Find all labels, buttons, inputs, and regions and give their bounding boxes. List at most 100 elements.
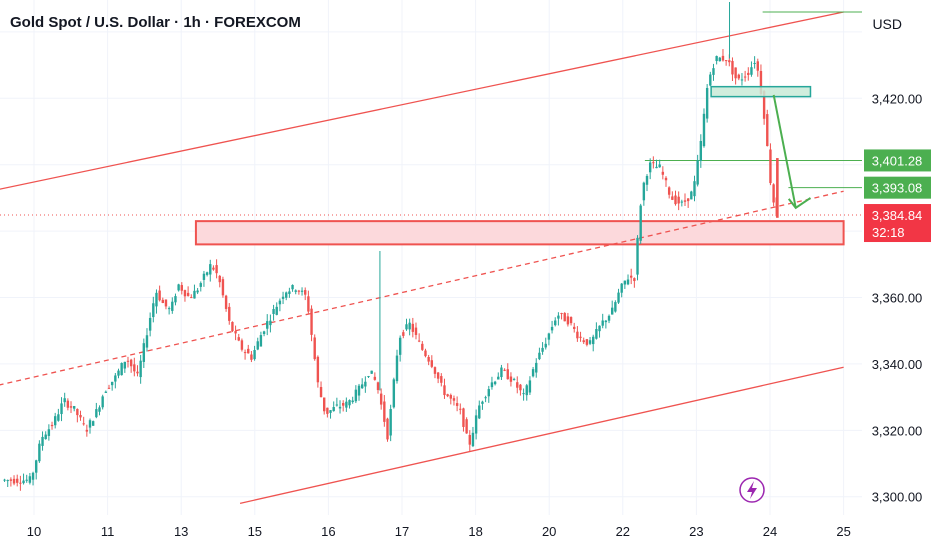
candle-body (281, 296, 285, 299)
candle-body (120, 362, 123, 376)
candle-body (373, 376, 377, 380)
candle-body (186, 292, 190, 296)
x-tick-label: 22 (616, 524, 630, 539)
y-tick-label: 3,420.00 (872, 91, 923, 106)
candle-body (133, 364, 136, 372)
candle-body (275, 306, 278, 315)
candle-body (367, 376, 370, 378)
candle-body (462, 408, 465, 427)
candle-body (674, 195, 677, 205)
candle-body (705, 87, 709, 119)
candle-body (6, 480, 9, 482)
candle-body (288, 291, 291, 294)
candle-body (563, 313, 566, 322)
candle-body (427, 356, 430, 362)
candle-body (750, 67, 753, 75)
candle-body (639, 205, 642, 241)
x-tick-label: 15 (248, 524, 262, 539)
resistance-box (710, 85, 812, 98)
price-badge: 3,393.08 (864, 176, 931, 199)
price-badge-bg (864, 176, 931, 199)
candle-body (370, 370, 373, 374)
candle-body (522, 393, 525, 395)
candle-body (772, 184, 775, 203)
candle-body (386, 418, 389, 440)
candle-body (82, 423, 85, 425)
upper-channel-line (0, 11, 844, 190)
candle-body (579, 336, 582, 338)
lower-channel-line (239, 366, 844, 504)
candle-body (484, 397, 487, 399)
candle-body (164, 299, 168, 307)
candle-body (528, 380, 532, 393)
candle-body (709, 74, 712, 86)
candle-body (28, 476, 32, 483)
candle-body (677, 196, 680, 204)
candle-body (338, 406, 342, 409)
candle-body (104, 391, 108, 393)
candle-body (655, 166, 658, 169)
candle-body (95, 409, 98, 418)
candle-body (307, 296, 310, 312)
candle-body (658, 164, 661, 168)
x-tick-label: 20 (542, 524, 556, 539)
candle-body (88, 420, 92, 428)
candle-body (19, 482, 22, 484)
candle-body (452, 398, 456, 401)
candle-body (747, 72, 750, 75)
candle-body (696, 160, 699, 185)
candle-body (408, 322, 411, 330)
candle-body (392, 379, 396, 408)
currency-label[interactable]: USD (872, 16, 902, 32)
candle-body (762, 91, 766, 119)
candle-body (626, 279, 630, 285)
candle-body (509, 376, 513, 382)
candle-body (266, 321, 269, 329)
candle-body (329, 410, 332, 413)
candle-body (41, 436, 44, 446)
candle-body (402, 332, 405, 336)
y-tick-label: 3,300.00 (872, 490, 923, 505)
candle-body (237, 337, 240, 341)
mid-channel-line (0, 190, 844, 386)
candle-body (478, 405, 481, 419)
price-badge-bg (864, 204, 931, 243)
event-lightning-icon[interactable] (739, 477, 765, 503)
down-arrow-head (787, 197, 812, 210)
candle-body (148, 317, 152, 331)
candle-body (512, 378, 516, 380)
candle-body (50, 424, 54, 427)
candle-body (171, 301, 174, 311)
candle-body (667, 187, 671, 195)
candle-body (272, 309, 275, 314)
candle-body (161, 299, 164, 303)
candle-body (721, 55, 725, 61)
candle-body (16, 478, 19, 483)
x-tick-label: 24 (763, 524, 777, 539)
candle-body (490, 382, 494, 388)
candle-body (737, 74, 740, 79)
candle-body (582, 340, 585, 343)
candle-body (642, 182, 646, 201)
candle-body (228, 306, 231, 321)
candle-body (474, 415, 478, 434)
candle-body (443, 385, 446, 396)
candle-body (114, 375, 117, 382)
price-badge-bg (864, 149, 931, 172)
candle-body (250, 354, 253, 360)
candle-body (174, 296, 177, 303)
candle-body (531, 369, 535, 377)
candle-body (592, 336, 595, 345)
candle-body (699, 140, 703, 161)
candle-body (72, 406, 76, 409)
candles (3, 2, 779, 491)
candle-body (465, 419, 468, 434)
candle-body (215, 265, 218, 274)
candle-body (44, 434, 47, 440)
price-badge: 3,384.84 32:18 (864, 204, 931, 243)
candle-body (588, 340, 592, 344)
candle-body (718, 57, 722, 62)
candle-body (63, 398, 66, 403)
candle-body (139, 360, 142, 378)
candle-body (354, 389, 358, 402)
